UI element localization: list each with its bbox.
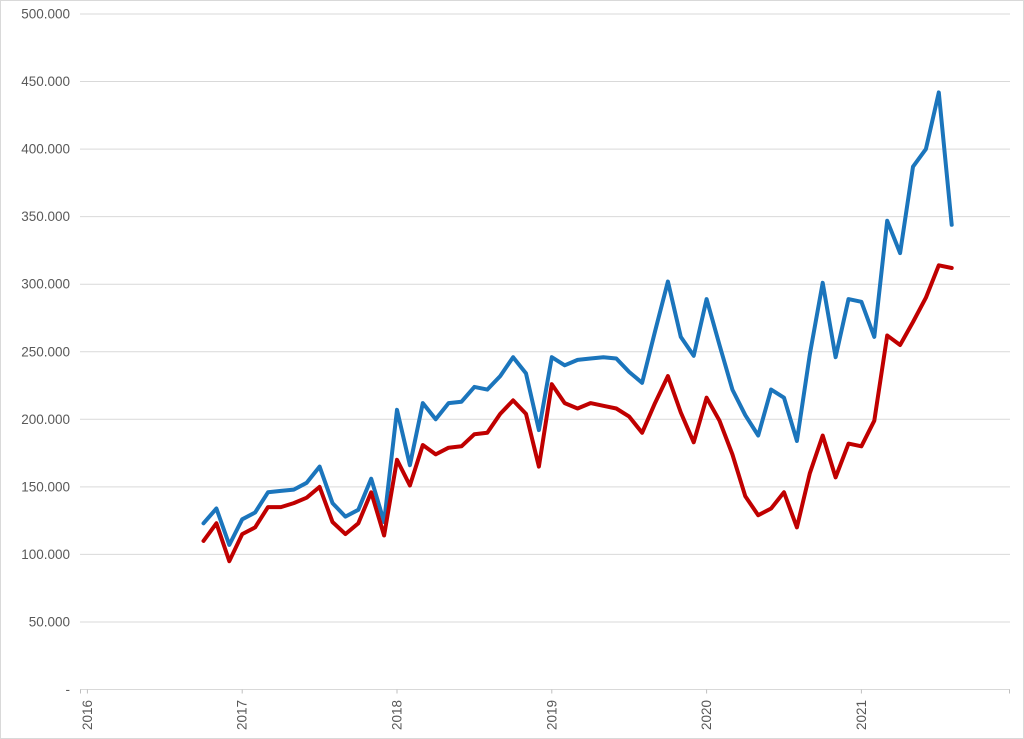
y-tick-label: - xyxy=(66,682,71,697)
x-tick-label: 2016 xyxy=(80,700,95,730)
y-tick-label: 200.000 xyxy=(21,412,70,427)
y-tick-label: 300.000 xyxy=(21,277,70,292)
y-tick-label: 50.000 xyxy=(29,614,70,629)
series-1-blue-path xyxy=(201,90,954,547)
y-tick-label: 250.000 xyxy=(21,344,70,359)
x-tick-label: 2021 xyxy=(854,700,869,730)
y-tick-label: 100.000 xyxy=(21,547,70,562)
series-2-red-path xyxy=(201,263,954,564)
x-tick-label: 2020 xyxy=(699,700,714,730)
gridlines xyxy=(80,13,1010,623)
y-tick-label: 150.000 xyxy=(21,479,70,494)
y-tick-label: 400.000 xyxy=(21,142,70,157)
series-1-blue-line xyxy=(201,90,954,547)
axis-tick-marks xyxy=(80,689,1010,694)
y-axis-labels: - 50.000 100.000 150.000 200.000 250.000 300.0… xyxy=(21,7,70,698)
y-tick-label: 350.000 xyxy=(21,209,70,224)
x-axis-labels: 2016 2017 2018 2019 2020 2021 xyxy=(80,700,869,730)
x-tick-label: 2018 xyxy=(390,700,405,730)
x-tick-label: 2017 xyxy=(235,700,250,730)
series-2-red-line xyxy=(201,263,954,564)
y-tick-label: 450.000 xyxy=(21,74,70,89)
y-tick-label: 500.000 xyxy=(21,7,70,22)
x-tick-label: 2019 xyxy=(544,700,559,730)
